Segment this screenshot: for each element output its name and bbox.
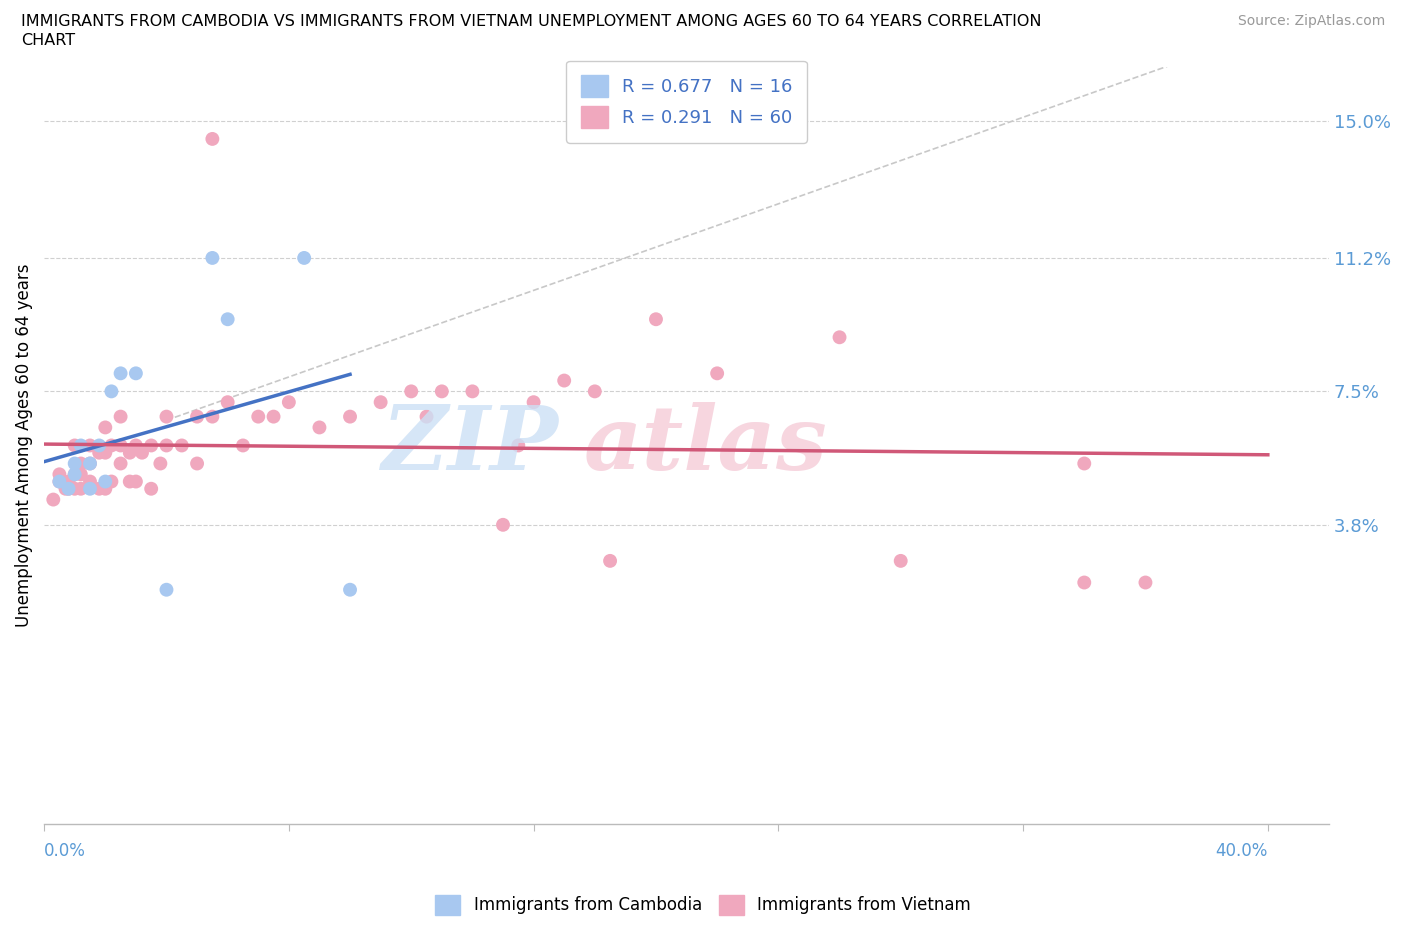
Text: ZIP: ZIP — [382, 402, 558, 489]
Point — [217, 394, 239, 409]
Point — [69, 482, 91, 497]
Point — [155, 582, 177, 597]
Point — [63, 467, 86, 482]
Point — [201, 250, 224, 265]
Point — [201, 409, 224, 424]
Point — [125, 365, 148, 380]
Point — [645, 312, 668, 326]
Point — [100, 384, 122, 399]
Point — [63, 482, 86, 497]
Point — [100, 438, 122, 453]
Point — [63, 438, 86, 453]
Point — [232, 438, 254, 453]
Point — [79, 474, 101, 489]
Legend: Immigrants from Cambodia, Immigrants from Vietnam: Immigrants from Cambodia, Immigrants fro… — [429, 888, 977, 922]
Point — [492, 517, 515, 532]
Text: CHART: CHART — [21, 33, 75, 47]
Point — [63, 467, 86, 482]
Point — [118, 445, 141, 460]
Text: 0.0%: 0.0% — [44, 843, 86, 860]
Point — [42, 492, 65, 507]
Text: Source: ZipAtlas.com: Source: ZipAtlas.com — [1237, 14, 1385, 28]
Point — [141, 482, 163, 497]
Point — [155, 409, 177, 424]
Point — [94, 482, 117, 497]
Point — [110, 438, 132, 453]
Point — [170, 438, 193, 453]
Point — [706, 365, 728, 380]
Point — [94, 474, 117, 489]
Point — [277, 394, 299, 409]
Point — [79, 482, 101, 497]
Point — [125, 438, 148, 453]
Point — [125, 474, 148, 489]
Point — [828, 330, 851, 345]
Point — [131, 445, 153, 460]
Point — [186, 409, 208, 424]
Text: IMMIGRANTS FROM CAMBODIA VS IMMIGRANTS FROM VIETNAM UNEMPLOYMENT AMONG AGES 60 T: IMMIGRANTS FROM CAMBODIA VS IMMIGRANTS F… — [21, 14, 1042, 29]
Point — [55, 482, 77, 497]
Point — [110, 365, 132, 380]
Point — [69, 467, 91, 482]
Point — [415, 409, 437, 424]
Point — [48, 474, 70, 489]
Point — [1073, 456, 1095, 471]
Point — [1073, 575, 1095, 590]
Point — [292, 250, 315, 265]
Point — [155, 438, 177, 453]
Point — [48, 467, 70, 482]
Point — [583, 384, 606, 399]
Point — [100, 474, 122, 489]
Point — [399, 384, 422, 399]
Point — [308, 420, 330, 435]
Point — [79, 456, 101, 471]
Point — [94, 445, 117, 460]
Point — [94, 420, 117, 435]
Point — [201, 131, 224, 146]
Point — [263, 409, 285, 424]
Point — [599, 553, 621, 568]
Point — [110, 456, 132, 471]
Point — [141, 438, 163, 453]
Legend: R = 0.677   N = 16, R = 0.291   N = 60: R = 0.677 N = 16, R = 0.291 N = 60 — [567, 60, 807, 142]
Point — [48, 474, 70, 489]
Point — [89, 482, 111, 497]
Point — [89, 438, 111, 453]
Point — [118, 474, 141, 489]
Point — [339, 582, 361, 597]
Point — [1135, 575, 1157, 590]
Point — [79, 456, 101, 471]
Text: atlas: atlas — [583, 402, 828, 489]
Point — [58, 474, 80, 489]
Point — [89, 445, 111, 460]
Point — [247, 409, 270, 424]
Point — [69, 456, 91, 471]
Point — [110, 409, 132, 424]
Point — [339, 409, 361, 424]
Point — [63, 456, 86, 471]
Y-axis label: Unemployment Among Ages 60 to 64 years: Unemployment Among Ages 60 to 64 years — [15, 264, 32, 627]
Point — [461, 384, 484, 399]
Point — [523, 394, 546, 409]
Text: 40.0%: 40.0% — [1215, 843, 1268, 860]
Point — [553, 373, 575, 388]
Point — [186, 456, 208, 471]
Point — [430, 384, 453, 399]
Point — [217, 312, 239, 326]
Point — [890, 553, 912, 568]
Point — [69, 438, 91, 453]
Point — [79, 438, 101, 453]
Point — [508, 438, 530, 453]
Point — [58, 482, 80, 497]
Point — [58, 482, 80, 497]
Point — [149, 456, 172, 471]
Point — [370, 394, 392, 409]
